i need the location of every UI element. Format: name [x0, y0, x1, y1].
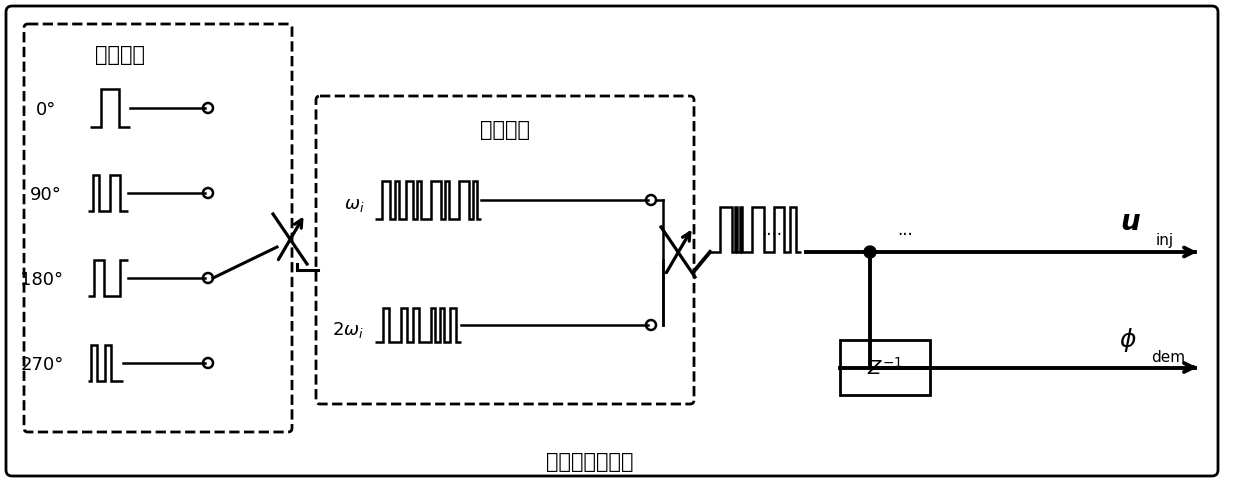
Text: 相位选择: 相位选择	[95, 45, 145, 65]
Text: 270°: 270°	[20, 356, 63, 374]
Circle shape	[864, 246, 875, 258]
Bar	[839, 340, 930, 395]
Text: ····: ····	[761, 226, 782, 244]
Text: $Z^{-1}$: $Z^{-1}$	[867, 357, 903, 378]
Text: $2\omega_{i}$: $2\omega_{i}$	[332, 320, 365, 340]
Text: ···: ···	[897, 226, 913, 244]
Text: 180°: 180°	[20, 271, 63, 289]
Text: $\omega_{i}$: $\omega_{i}$	[343, 196, 365, 214]
FancyBboxPatch shape	[6, 6, 1218, 476]
Text: $\phi$: $\phi$	[1120, 326, 1137, 354]
Text: $\boldsymbol{u}$: $\boldsymbol{u}$	[1120, 208, 1141, 236]
Text: dem: dem	[1151, 350, 1185, 365]
Text: 0°: 0°	[36, 101, 56, 119]
Text: 90°: 90°	[30, 186, 62, 204]
Text: 随机信号发生器: 随机信号发生器	[547, 452, 634, 472]
Text: inj: inj	[1156, 233, 1174, 248]
Text: 频率选择: 频率选择	[480, 120, 529, 140]
